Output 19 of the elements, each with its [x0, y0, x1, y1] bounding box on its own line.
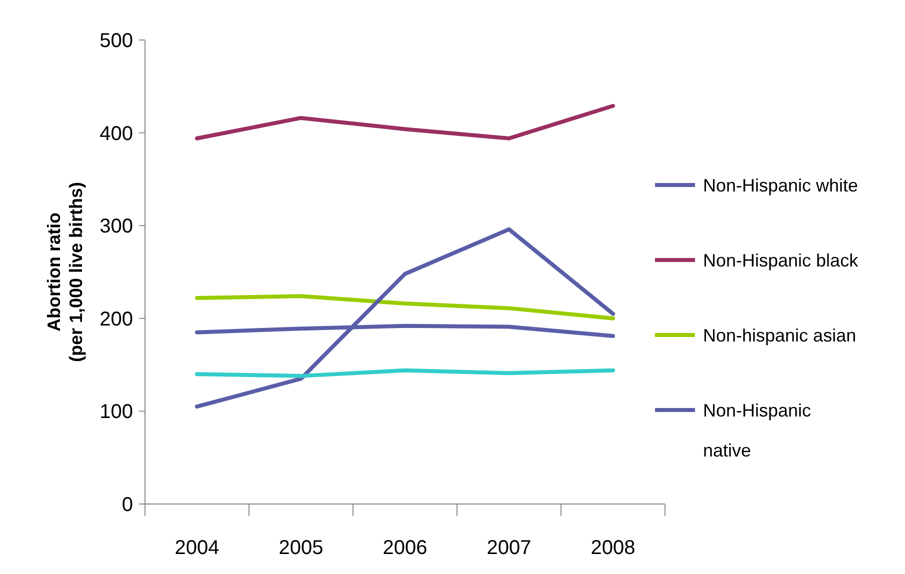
line-series	[195, 294, 615, 320]
legend-label: Non-Hispanic black	[703, 250, 860, 270]
legend-label: Non-Hispanic white	[703, 175, 858, 196]
x-tick-label: 2004	[174, 537, 220, 559]
legend-label: Non-hispanic asian	[703, 325, 856, 346]
y-tick-label: 0	[122, 494, 133, 516]
y-tick-label: 200	[100, 308, 133, 330]
legend-label: Non-Hispanic native	[703, 400, 812, 460]
y-tick-label: 500	[100, 30, 133, 52]
y-tick-label: 400	[100, 122, 133, 145]
line-series	[195, 227, 615, 409]
x-tick-label: 2007	[486, 537, 532, 559]
x-tick-label: 2006	[382, 537, 428, 559]
y-tick-label: 300	[100, 216, 133, 238]
y-tick-label: 100	[100, 401, 133, 424]
x-tick-label: 2005	[278, 537, 324, 559]
y-axis-title: Abortion ratio (per 1,000 live births)	[44, 182, 86, 362]
x-tick-label: 2008	[590, 537, 636, 559]
line-series	[195, 104, 615, 140]
